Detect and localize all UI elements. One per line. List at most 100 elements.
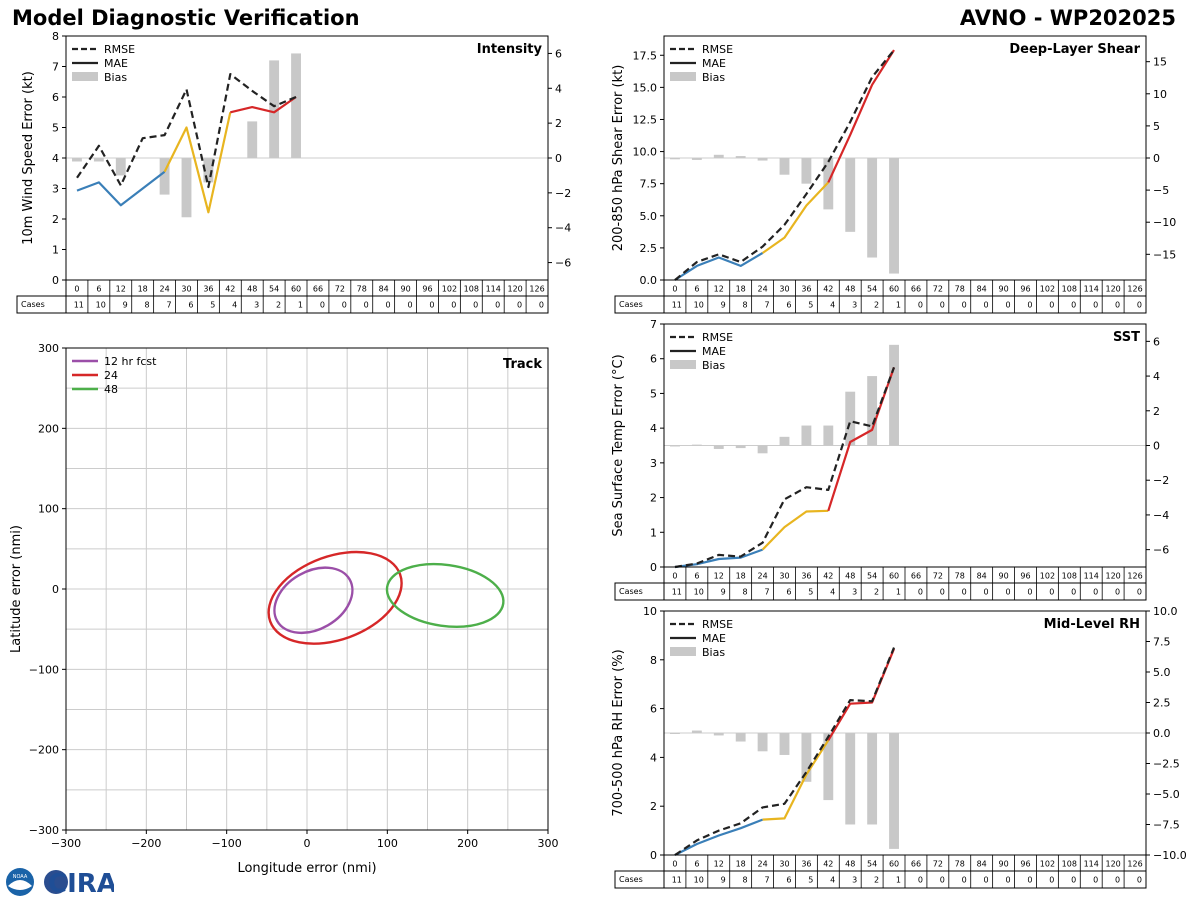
sst-cases-cell: 11 [672, 588, 682, 597]
intensity-cases-cell: 0 [517, 301, 522, 310]
shear-cases-cell: 0 [962, 301, 967, 310]
track-legend-label: 12 hr fcst [104, 355, 157, 368]
rh-hour-cell: 84 [977, 860, 987, 869]
intensity-cases-cell: 0 [342, 301, 347, 310]
intensity-ytick-label: 2 [52, 213, 59, 226]
sst-hour-cell: 30 [779, 572, 789, 581]
intensity-hour-cell: 102 [442, 285, 457, 294]
track-xtick-label: −300 [51, 837, 81, 850]
sst-ytick-label: 7 [650, 318, 657, 331]
intensity-cases-cell: 4 [232, 301, 237, 310]
intensity-legend-bias-key [72, 72, 98, 81]
intensity-bias-bar [159, 158, 170, 195]
sst-hour-cell: 108 [1062, 572, 1077, 581]
sst-hour-cell: 90 [998, 572, 1008, 581]
intensity-cases-cell: 7 [166, 301, 171, 310]
rh-cases-cell: 10 [694, 876, 704, 885]
rh-hour-cell: 90 [998, 860, 1008, 869]
intensity-title: Intensity [477, 42, 543, 57]
rh-panel: 0246810−10.0−7.5−5.0−2.50.02.55.07.510.0… [611, 605, 1187, 889]
rh-bias-bar [779, 733, 790, 755]
shear-cases-cell: 0 [984, 301, 989, 310]
shear-cases-label: Cases [619, 300, 643, 309]
sst-hour-cell: 78 [955, 572, 965, 581]
rh-cases-cell: 0 [1071, 876, 1076, 885]
shear-hour-cell: 36 [801, 285, 811, 294]
intensity-y2tick-label: 6 [555, 47, 562, 60]
shear-hour-cell: 84 [977, 285, 987, 294]
sst-bias-bar [757, 445, 768, 454]
sst-bias-bar [889, 344, 899, 446]
rh-rmse-line [674, 647, 896, 856]
intensity-hour-cell: 42 [225, 285, 235, 294]
shear-bias-bar [845, 158, 856, 232]
track-legend-label: 48 [104, 383, 118, 396]
intensity-hour-cell: 60 [291, 285, 301, 294]
rh-hour-cell: 78 [955, 860, 965, 869]
shear-cases-cell: 0 [1093, 301, 1098, 310]
sst-cases-cell: 10 [694, 588, 704, 597]
intensity-cases-cell: 9 [123, 301, 128, 310]
shear-ytick-label: 17.5 [633, 49, 658, 62]
sst-rmse-line [674, 367, 896, 569]
sst-mae-line [827, 367, 896, 512]
sst-y2tick-label: 2 [1153, 405, 1160, 418]
sst-cases-cell: 9 [721, 588, 726, 597]
intensity-hour-cell: 108 [464, 285, 479, 294]
rh-hour-cell: 54 [867, 860, 877, 869]
sst-bias-bar [867, 376, 878, 446]
sst-ytick-label: 4 [650, 422, 657, 435]
shear-cases-cell: 8 [743, 301, 748, 310]
shear-cases-cell: 0 [1049, 301, 1054, 310]
shear-cases-cell: 5 [808, 301, 813, 310]
sst-cases-cell: 0 [918, 588, 923, 597]
shear-y2tick-label: 15 [1153, 56, 1167, 69]
shear-hour-cell: 0 [672, 285, 677, 294]
shear-rmse-line [674, 49, 895, 281]
sst-cases-cell: 7 [764, 588, 769, 597]
rh-hour-cell: 126 [1127, 860, 1142, 869]
track-ytick-label: 300 [38, 342, 59, 355]
sst-bias-bar [691, 444, 702, 446]
shear-y2tick-label: −5 [1153, 184, 1169, 197]
shear-hour-cell: 90 [998, 285, 1008, 294]
shear-bias-bar [670, 158, 680, 160]
intensity-cases-cell: 0 [539, 301, 544, 310]
shear-cases-cell: 10 [694, 301, 704, 310]
sst-cases-cell: 3 [852, 588, 857, 597]
rh-bias-bar [801, 733, 812, 782]
sst-hour-cell: 24 [757, 572, 767, 581]
shear-hour-cell: 108 [1062, 285, 1077, 294]
rh-hour-cell: 102 [1040, 860, 1055, 869]
track-legend-label: 24 [104, 369, 118, 382]
sst-hour-cell: 48 [845, 572, 855, 581]
intensity-y2tick-label: −6 [555, 257, 571, 270]
sst-ytick-label: 5 [650, 387, 657, 400]
rh-hour-cell: 48 [845, 860, 855, 869]
shear-hour-cell: 72 [933, 285, 943, 294]
sst-cases-cell: 0 [1071, 588, 1076, 597]
sst-hour-cell: 36 [801, 572, 811, 581]
intensity-y2tick-label: −4 [555, 222, 571, 235]
track-ellipse-12h [273, 566, 354, 635]
shear-cases-cell: 3 [852, 301, 857, 310]
rh-mae-line [762, 739, 830, 821]
intensity-cases-cell: 0 [386, 301, 391, 310]
cira-logo: NOAA CIRA [4, 866, 117, 902]
intensity-hour-cell: 120 [507, 285, 522, 294]
shear-cases-cell: 0 [1005, 301, 1010, 310]
rh-hour-cell: 0 [672, 860, 677, 869]
rh-cases-cell: 1 [896, 876, 901, 885]
shear-y2tick-label: −10 [1153, 216, 1176, 229]
intensity-hour-cell: 72 [335, 285, 345, 294]
intensity-cases-cell: 11 [74, 301, 84, 310]
sst-legend-mae: MAE [702, 345, 726, 358]
shear-mae-line [674, 252, 764, 281]
intensity-hour-cell: 96 [422, 285, 432, 294]
shear-mae-line [761, 181, 830, 254]
track-ylabel: Latitude error (nmi) [9, 525, 24, 653]
track-xtick-label: 100 [377, 837, 398, 850]
rh-y2tick-label: 2.5 [1153, 697, 1171, 710]
